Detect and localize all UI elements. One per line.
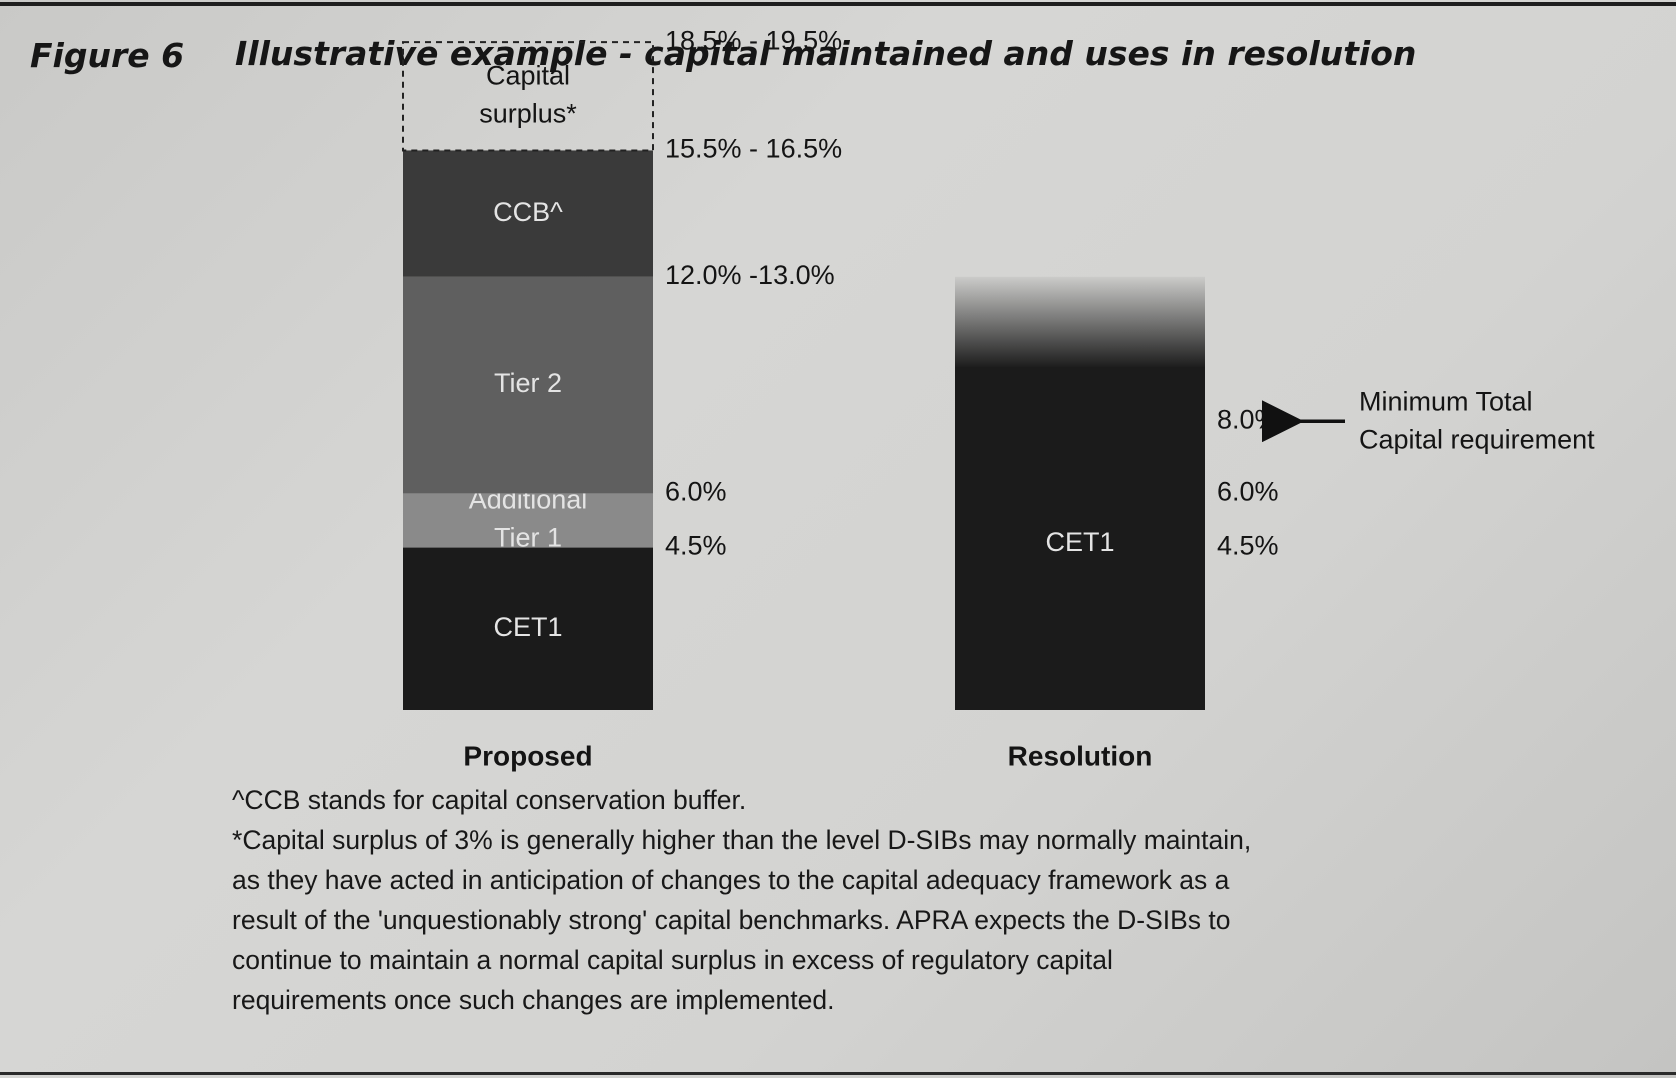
segment-label: Tier 2 [494, 368, 562, 398]
footnote-surplus-line: continue to maintain a normal capital su… [232, 945, 1113, 975]
annotation-text: Minimum Total [1359, 386, 1533, 416]
figure-label: Figure 6 [30, 36, 185, 75]
category-label: Proposed [463, 740, 592, 771]
footnotes: ^CCB stands for capital conservation buf… [232, 780, 1472, 1020]
bar-segment-tier-2 [403, 276, 653, 494]
level-label: 12.0% -13.0% [665, 260, 835, 290]
level-label: 8.0% [1217, 404, 1279, 434]
annotation-text: Capital requirement [1359, 424, 1595, 454]
segment-label: CCB^ [493, 197, 563, 227]
bar-segment-cet1 [403, 547, 653, 710]
footnote-surplus-line: result of the 'unquestionably strong' ca… [232, 905, 1231, 935]
bar-segment-cet1-fade [955, 276, 1205, 369]
footnote-ccb: ^CCB stands for capital conservation buf… [232, 785, 747, 815]
level-label: 6.0% [1217, 477, 1279, 507]
segment-label: Capital [486, 60, 570, 90]
bar-segment-cet1 [955, 367, 1205, 710]
footnote-surplus-line: *Capital surplus of 3% is generally high… [232, 825, 1252, 855]
bottom-rule [0, 1072, 1676, 1075]
bar-segment-ccb [403, 150, 653, 277]
top-rule [0, 2, 1676, 6]
bar-segment-capital-surplus [402, 41, 654, 152]
segment-label: CET1 [493, 612, 562, 642]
bar-segment-additional-tier-1 [403, 493, 653, 548]
level-label: 4.5% [1217, 531, 1279, 561]
category-label: Resolution [1008, 740, 1153, 771]
footnote-surplus: *Capital surplus of 3% is generally high… [232, 820, 1472, 1020]
level-label: 4.5% [665, 531, 727, 561]
segment-label: surplus* [479, 98, 577, 128]
footnote-surplus-line: requirements once such changes are imple… [232, 985, 835, 1015]
level-label: 15.5% - 16.5% [665, 134, 842, 164]
footnote-surplus-line: as they have acted in anticipation of ch… [232, 865, 1230, 895]
level-label: 6.0% [665, 477, 727, 507]
figure-title: Illustrative example - capital maintaine… [235, 34, 1417, 73]
segment-label: CET1 [1045, 527, 1114, 557]
level-label: 18.5% - 19.5% [665, 25, 842, 55]
segment-label: Tier 1 [494, 523, 562, 553]
